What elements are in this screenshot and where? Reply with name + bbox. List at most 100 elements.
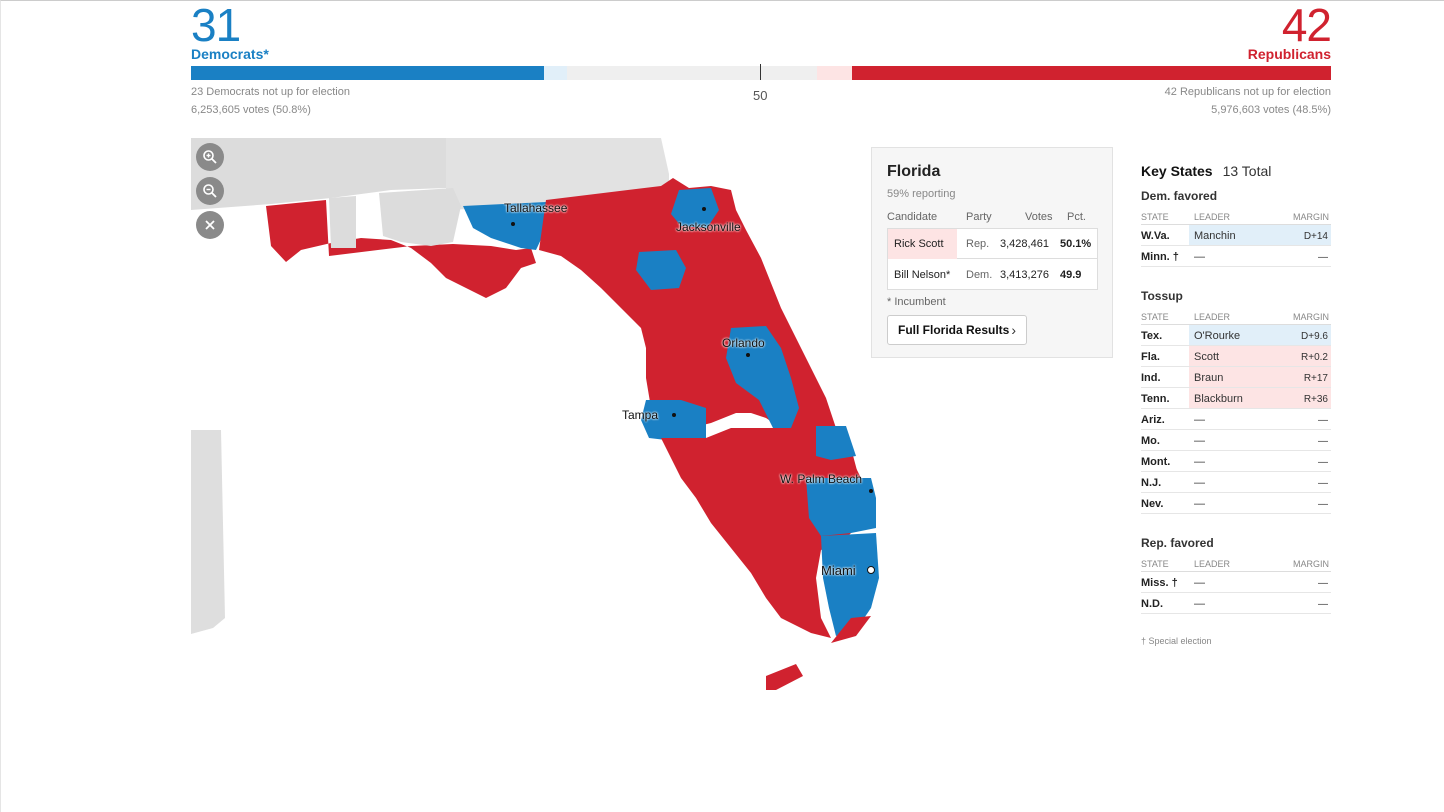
key-state-row[interactable]: Nev. — — [1141,493,1331,514]
city-label-west-palm-beach: W. Palm Beach [780,472,863,486]
rep-votes-text: 5,976,603 votes (48.5%) [1211,104,1331,116]
col-votes: Votes [1025,211,1053,223]
key-state-name: N.J. [1141,477,1162,489]
key-state-name: N.D. [1141,598,1163,610]
key-state-row[interactable]: W.Va. Manchin D+14 [1141,225,1331,246]
card-reporting: 59% reporting [887,188,956,200]
key-state-name: Nev. [1141,498,1164,510]
full-results-label: Full Florida Results [898,323,1010,337]
key-state-leader: — [1194,251,1205,263]
key-states-section-label: Dem. favored [1141,189,1218,203]
key-states-column-header: STATE LEADER MARGIN [1141,556,1331,572]
candidate-name: Bill Nelson* [894,269,951,281]
key-state-leader: — [1194,577,1205,589]
chevron-right-icon: › [1011,322,1016,338]
candidate-row: Rick Scott Rep. 3,428,461 50.1% [888,229,1097,259]
key-state-leader: Scott [1189,346,1331,366]
seat-balance-bar [191,64,1331,80]
key-state-margin: — [1318,252,1328,263]
zoom-in-icon [203,150,217,164]
dem-label: Democrats* [191,46,269,62]
rep-not-up-text: 42 Republicans not up for election [1164,86,1331,98]
key-state-row[interactable]: Mont. — — [1141,451,1331,472]
city-label-tallahassee: Tallahassee [504,201,568,215]
key-states-column-header: STATE LEADER MARGIN [1141,309,1331,325]
city-dot-jacksonville [702,207,706,211]
close-icon [205,220,215,230]
city-label-miami: Miami [821,563,856,578]
col-state: STATE [1141,312,1169,322]
key-state-leader: Braun [1189,367,1331,387]
full-results-button[interactable]: Full Florida Results › [887,315,1027,345]
panhandle-unreported-2 [379,188,461,246]
key-state-row[interactable]: Mo. — — [1141,430,1331,451]
candidate-party: Rep. [966,238,990,250]
jacksonville-county [671,188,719,228]
florida-keys [831,616,871,643]
orlando-county [726,326,799,428]
city-dot-tampa [672,413,676,417]
zoom-out-button[interactable] [196,177,224,205]
dem-seats-segment [191,66,544,80]
key-state-leader: — [1194,456,1205,468]
col-margin: MARGIN [1293,312,1329,322]
city-label-jacksonville: Jacksonville [676,220,741,234]
key-state-name: Tenn. [1141,393,1170,405]
miami-county [821,533,879,636]
key-state-row[interactable]: N.D. — — [1141,593,1331,614]
city-dot-orlando [746,353,750,357]
palm-beach-south-county [806,478,876,536]
key-states-total: 13 Total [1222,163,1272,179]
monroe-islands [766,664,803,690]
key-state-name: W.Va. [1141,230,1170,242]
card-state-title: Florida [887,163,941,180]
key-state-leader: — [1194,598,1205,610]
rep-seats-segment [852,66,1331,80]
panhandle-unreported-1 [329,196,356,248]
neighbor-state-alabama [191,138,446,268]
col-leader: LEADER [1194,312,1231,322]
key-state-name: Mo. [1141,435,1160,447]
rep-label: Republicans [1247,46,1331,62]
key-state-margin: R+36 [1303,394,1328,405]
key-state-leader: — [1194,498,1205,510]
key-state-leader: Blackburn [1189,388,1331,408]
key-state-row[interactable]: Ariz. — — [1141,409,1331,430]
close-map-button[interactable] [196,211,224,239]
key-state-margin: — [1318,415,1328,426]
candidate-pct: 49.9 [1060,269,1082,281]
zoom-in-button[interactable] [196,143,224,171]
key-state-name: Fla. [1141,351,1160,363]
key-state-row[interactable]: Ind. Braun R+17 [1141,367,1331,388]
key-state-leader: Manchin [1189,225,1331,245]
key-state-name: Miss. † [1141,577,1178,589]
key-states-title: Key States [1141,163,1213,179]
key-state-margin: — [1318,578,1328,589]
key-state-row[interactable]: Miss. † — — [1141,572,1331,593]
dem-seat-count: 31 [191,0,241,51]
city-label-tampa: Tampa [622,408,659,422]
tampa-county [641,400,706,444]
col-leader: LEADER [1194,559,1231,569]
zoom-out-icon [203,184,217,198]
key-state-row[interactable]: Tenn. Blackburn R+36 [1141,388,1331,409]
key-state-name: Tex. [1141,330,1163,342]
dem-votes-text: 6,253,605 votes (50.8%) [191,104,311,116]
key-state-margin: D+14 [1303,231,1328,242]
florida-county-map[interactable] [191,138,891,698]
key-state-row[interactable]: Tex. O'Rourke D+9.6 [1141,325,1331,346]
key-state-margin: D+9.6 [1301,331,1328,342]
key-state-leader: — [1194,477,1205,489]
col-party: Party [966,211,992,223]
candidate-party: Dem. [966,269,993,281]
key-state-row[interactable]: Minn. † — — [1141,246,1331,267]
col-margin: MARGIN [1293,559,1329,569]
candidate-name: Rick Scott [894,238,944,250]
key-state-row[interactable]: Fla. Scott R+0.2 [1141,346,1331,367]
col-leader: LEADER [1194,212,1231,222]
key-state-leader: — [1194,414,1205,426]
key-state-margin: — [1318,499,1328,510]
key-state-row[interactable]: N.J. — — [1141,472,1331,493]
key-states-column-header: STATE LEADER MARGIN [1141,209,1331,225]
key-state-margin: — [1318,457,1328,468]
